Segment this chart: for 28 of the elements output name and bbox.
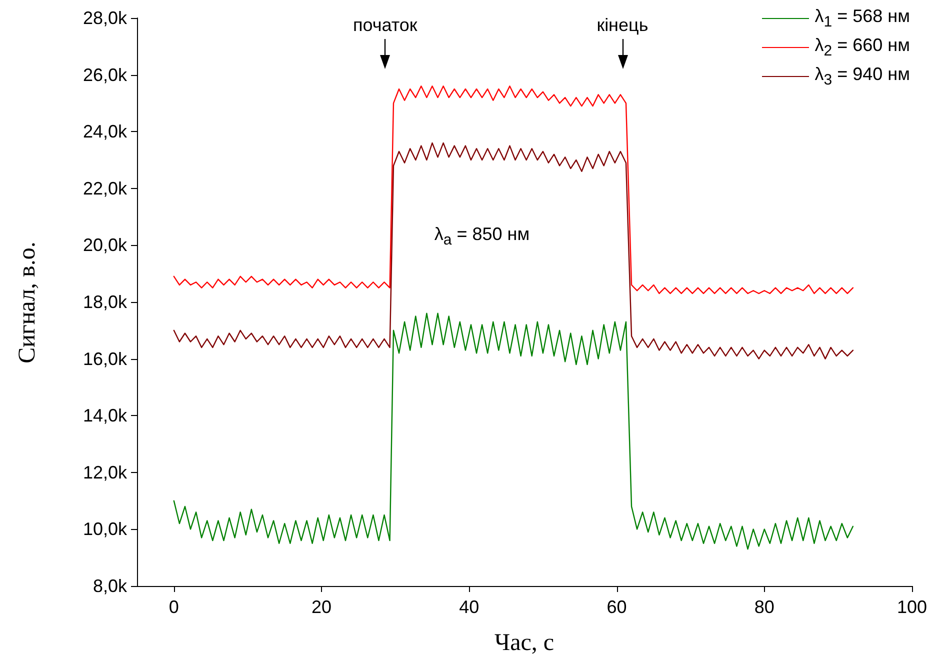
y-tick-label: 14,0k (82, 406, 128, 426)
y-tick-label: 10,0k (82, 519, 128, 540)
x-tick-label: 80 (754, 597, 774, 617)
legend-label: λ$_{1}$ = 568 нм (814, 6, 910, 31)
x-axis-title: Час, с (494, 630, 554, 657)
x-tick-label: 20 (312, 597, 332, 617)
y-tick-label: 16,0k (82, 348, 128, 369)
y-tick-label: 28,0k (82, 8, 128, 28)
legend-label: λ$_{2}$ = 660 нм (814, 35, 910, 60)
y-tick-label: 22,0k (82, 178, 128, 198)
annotation: кінець (596, 15, 648, 36)
y-tick-label: 26,0k (82, 64, 128, 85)
x-tick-label: 100 (896, 597, 928, 617)
y-tick-label: 18,0k (82, 292, 128, 312)
line-series (173, 312, 854, 550)
x-tick-label: 40 (459, 597, 480, 617)
annotation: λ$_{a}$ = 850 нм (434, 224, 530, 249)
x-tick-label: 60 (606, 597, 627, 617)
line-series (173, 86, 854, 294)
annotation: початок (353, 15, 418, 36)
legend-label: λ$_{3}$ = 940 нм (814, 64, 910, 89)
y-axis-title: Сигнал, в.о. (14, 241, 42, 363)
x-tick-label: 0 (168, 597, 179, 617)
y-tick-label: 24,0k (82, 122, 128, 142)
y-tick-label: 8,0k (92, 576, 128, 596)
line-series (173, 142, 854, 360)
y-tick-label: 20,0k (82, 235, 128, 256)
y-tick-label: 12,0k (82, 462, 128, 482)
